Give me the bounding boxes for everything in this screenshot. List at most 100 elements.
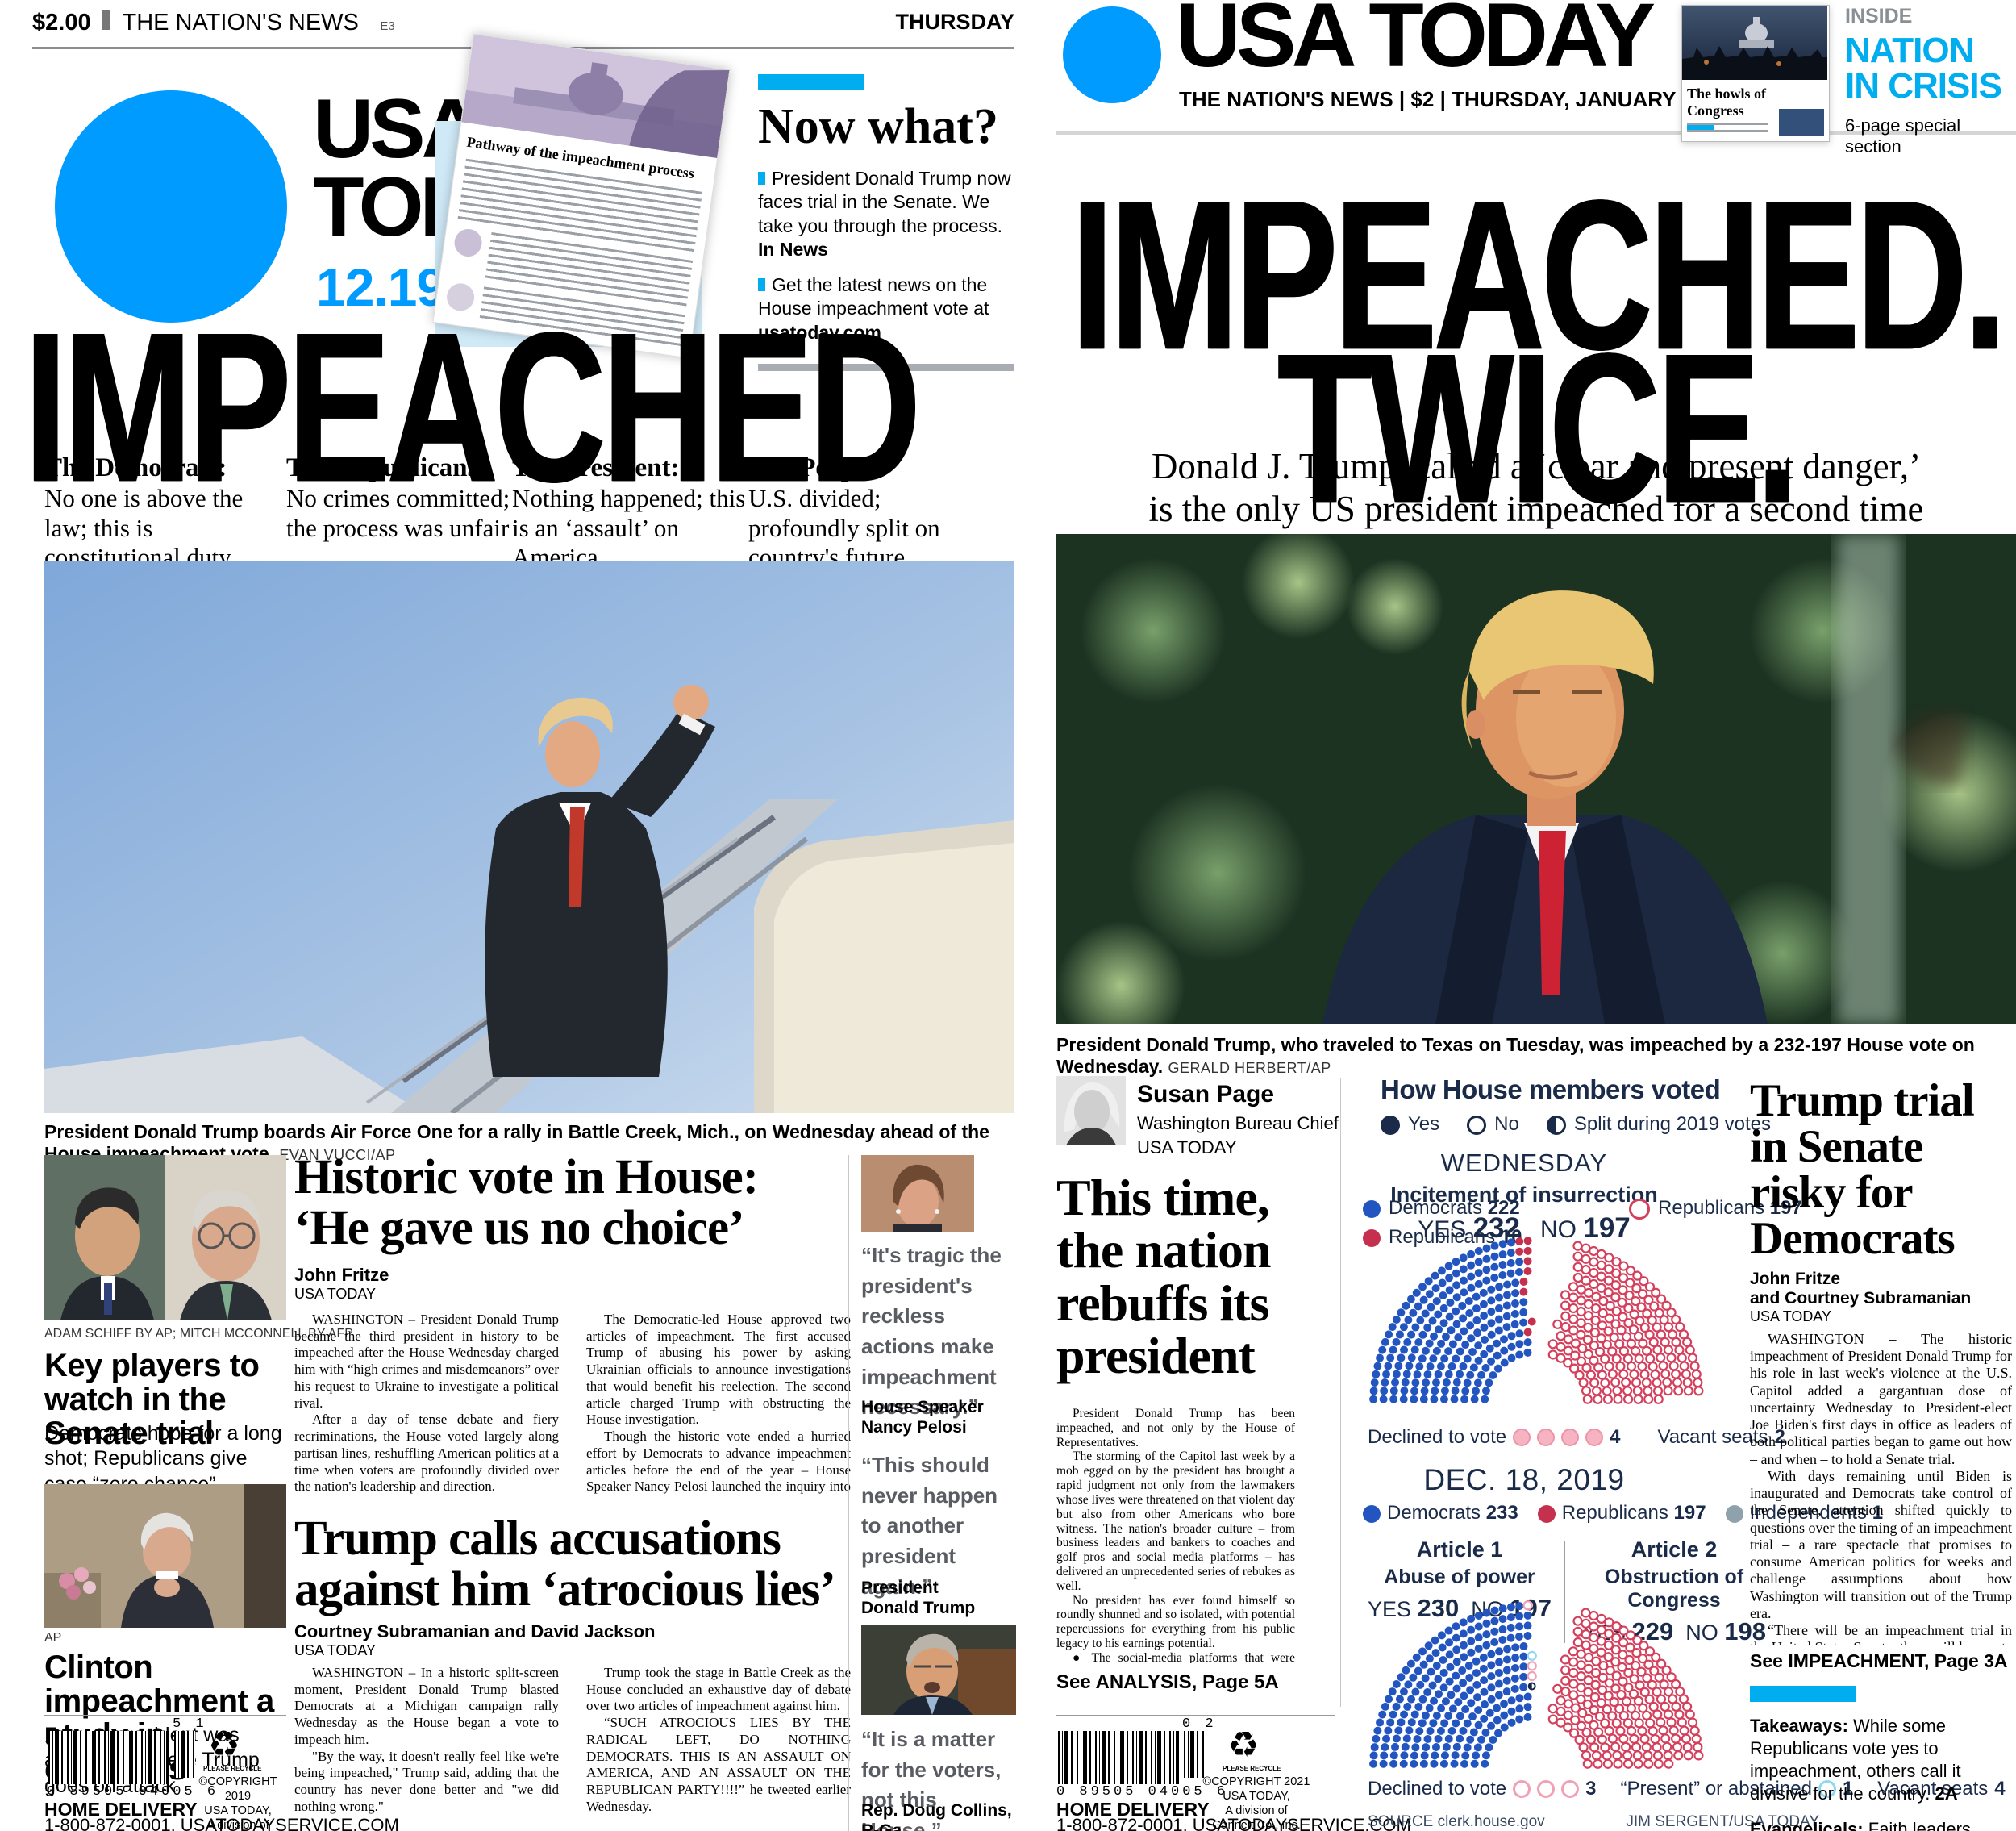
present-dot-icon <box>1818 1780 1836 1798</box>
photo-caption: President Donald Trump, who traveled to … <box>1056 1034 2016 1078</box>
no-dot-icon <box>1467 1115 1487 1135</box>
trump-airforce-one-photo <box>44 561 1014 1113</box>
article2-name: Article 2 <box>1631 1537 1718 1562</box>
article2-headline-l1: Trump calls accusations <box>294 1512 781 1566</box>
ind-legend: Independents 1 <box>1725 1502 1883 1524</box>
howls-mini-page: The howls of Congress <box>1681 5 1830 142</box>
tagline: THE NATION'S NEWS <box>122 10 359 35</box>
teasers: Takeaways: While some Republicans vote y… <box>1750 1715 2016 1831</box>
teaser-label: Evangelicals: <box>1750 1818 1864 1831</box>
home-delivery-contact: 1-800-872-0001, USATODAYSERVICE.COM <box>1056 1815 1411 1831</box>
promo-item-2-text: Get the latest news on the House impeach… <box>758 273 989 319</box>
weekday: THURSDAY <box>895 10 1014 34</box>
article2-org: USA TODAY <box>294 1642 377 1658</box>
dem-label: Democrats <box>1387 1502 1481 1524</box>
dem-count: 222 <box>1487 1197 1520 1219</box>
dem-dot-icon <box>1363 1199 1381 1218</box>
rep-count: 197 <box>1673 1502 1706 1524</box>
capitol-illustration <box>461 34 730 158</box>
dem-dot-icon <box>1363 1504 1381 1523</box>
column-rule-1 <box>1340 1078 1341 1707</box>
author2: and Courtney Subramanian <box>1750 1289 1972 1308</box>
wednesday-block: WEDNESDAY Incitement of insurrection YES… <box>1363 1149 1685 1245</box>
promo-bottom-rule <box>758 364 1014 372</box>
nation-in-crisis: NATION IN CRISIS <box>1845 31 2002 106</box>
paragraph: The storming of the Capitol last week by… <box>1056 1449 1295 1593</box>
main-headline: IMPEACHED <box>24 287 921 527</box>
deck-line2: is the only US president impeached for a… <box>1148 489 1924 530</box>
analysis-author-block: Susan Page Washington Bureau Chief USA T… <box>1137 1081 1339 1158</box>
attr-name: Nancy Pelosi <box>861 1418 967 1437</box>
paragraph: "By the way, it doesn't really feel like… <box>294 1748 559 1814</box>
paragraph: ● The social-media platforms that were c… <box>1073 1650 1295 1663</box>
article1-headline: Historic vote in House: ‘He gave us no c… <box>294 1152 851 1254</box>
paragraph: Though the historic vote ended a hurried… <box>586 1429 851 1495</box>
promo-item-2: Get the latest news on the House impeach… <box>758 273 1016 344</box>
author1: John Fritze <box>1750 1270 1841 1288</box>
no-count: 198 <box>1724 1617 1767 1645</box>
teaser-blue-bar <box>1750 1686 1856 1702</box>
collins-photo <box>861 1625 1016 1715</box>
quote-pelosi: “It's tragic the president's reckless ac… <box>861 1243 1002 1420</box>
barcode <box>1058 1731 1179 1784</box>
chart-source-row: SOURCE clerk.house.gov JIM SERGENT/USA T… <box>1368 1813 1819 1831</box>
article1-name: Article 1 <box>1416 1537 1503 1562</box>
crisis-sub: 6-page special section <box>1845 115 1961 156</box>
yes-label: YES <box>1418 1216 1467 1243</box>
pelosi-photo <box>861 1155 974 1232</box>
mini-headline: The howls of Congress <box>1687 86 1767 119</box>
barcode-digits: 0 89505 04005 6 <box>1056 1784 1229 1800</box>
promo-item-2-bold: usatoday.com <box>758 321 881 343</box>
teaser-evangelicals: Evangelicals: Faith leaders continue to … <box>1750 1818 2016 1831</box>
dem-legend: Democrats 233 <box>1363 1502 1518 1524</box>
chart-source: SOURCE clerk.house.gov <box>1368 1813 1545 1830</box>
home-delivery-contact: 1-800-872-0001, USATODAYSERVICE.COM <box>44 1815 399 1831</box>
wed-right-legend: Republicans 197 <box>1629 1197 1802 1220</box>
paragraph: President Donald Trump has been impeache… <box>1056 1407 1295 1449</box>
paragraph: “SUCH ATROCIOUS LIES BY THE RADICAL LEFT… <box>586 1715 851 1814</box>
declined-dot-icon <box>1513 1429 1531 1446</box>
split-dot-icon <box>1546 1115 1566 1135</box>
main-headline-line2: TWICE. <box>1277 308 1799 548</box>
copyright: ©COPYRIGHT 2019 USA TODAY, A division of… <box>198 1775 277 1831</box>
masthead-tagline: THE NATION'S NEWS | $2 | THURSDAY, JANUA… <box>1179 87 1764 111</box>
recycle-note: PLEASE RECYCLE <box>1223 1765 1281 1772</box>
barcode-addon <box>174 1731 195 1778</box>
susan-page-photo <box>1056 1076 1126 1145</box>
teaser-takeaways: Takeaways: While some Republicans vote y… <box>1750 1715 2016 1805</box>
declined-label: Declined to vote <box>1368 1778 1507 1800</box>
teaser-text: While some Republicans vote yes to impea… <box>1750 1716 1961 1804</box>
sidebar-footer-rule <box>44 1715 286 1716</box>
trump-portrait-photo <box>1056 534 2016 1024</box>
ind-dot-icon <box>1725 1504 1743 1523</box>
quote-trump: “This should never happen to another pre… <box>861 1453 998 1599</box>
bullet-square-icon-2 <box>758 277 765 291</box>
article1-headline-l1: Historic vote in House: <box>294 1150 759 1204</box>
declined-open-dot-icon <box>1537 1780 1556 1798</box>
rep-dot-icon <box>1363 1228 1381 1247</box>
analysis-org: USA TODAY <box>1137 1137 1237 1157</box>
stance-republicans: The Republicans: No crimes committed; th… <box>286 453 520 543</box>
stance-label: The President: <box>512 453 680 482</box>
article1-headline-l2: ‘He gave us no choice’ <box>294 1201 744 1256</box>
chart-credit: JIM SERGENT/USA TODAY <box>1626 1813 1819 1830</box>
quote-trump-attr: President Donald Trump <box>861 1578 975 1618</box>
barcode <box>48 1731 169 1784</box>
price: $2.00 <box>32 10 91 35</box>
article2-headline-l2: against him ‘atrocious lies’ <box>294 1562 836 1617</box>
vote-measure: Incitement of insurrection <box>1390 1182 1658 1207</box>
articles-divider <box>1564 1541 1565 1643</box>
article2-author: Courtney Subramanian and David Jackson <box>294 1621 656 1641</box>
barcode-digits: 0 89505 04005 6 <box>47 1784 219 1800</box>
paragraph: WASHINGTON – In a historic split-screen … <box>294 1665 559 1747</box>
stance-text: No crimes committed; the process was unf… <box>286 483 510 542</box>
stance-people: The People: U.S. divided; profoundly spl… <box>748 453 990 573</box>
wed-declined-row: Declined to vote 4 Vacant seats 2 <box>1368 1426 1785 1449</box>
promo-item-1-bold: In News <box>758 239 828 261</box>
vacant-count: 2 <box>1774 1426 1785 1448</box>
clinton-photo <box>44 1484 286 1628</box>
senate-article-jump: See IMPEACHMENT, Page 3A <box>1750 1650 2008 1671</box>
impeachment-pathway-card: Pathway of the impeachment process <box>432 33 731 359</box>
article1-body: WASHINGTON – President Donald Trump beca… <box>294 1312 851 1499</box>
rep-yes-label: Republicans <box>1389 1226 1496 1248</box>
